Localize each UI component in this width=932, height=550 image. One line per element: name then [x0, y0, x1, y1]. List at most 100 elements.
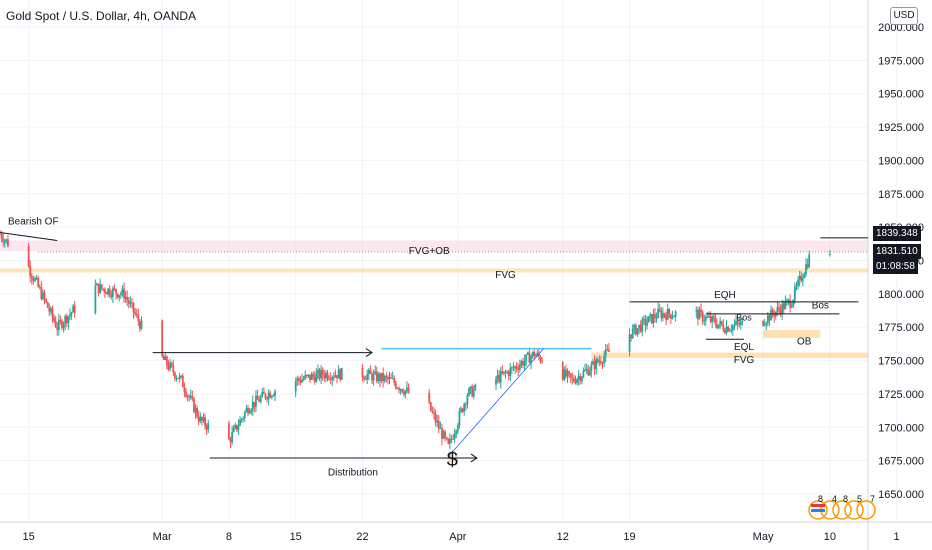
candle-body — [798, 275, 801, 280]
candle-body — [242, 417, 245, 419]
x-tick-label: 12 — [557, 531, 569, 543]
annotation-eqh: EQH — [714, 290, 736, 301]
candle-body — [177, 378, 179, 380]
candle-body — [70, 312, 73, 315]
candle-body — [600, 361, 602, 364]
candle-body — [297, 378, 300, 381]
candle-body — [51, 308, 54, 318]
candle-body — [99, 284, 102, 293]
candle-body — [647, 316, 650, 323]
candle-body — [741, 320, 744, 323]
candle-body — [390, 377, 392, 379]
candle-body — [320, 369, 323, 379]
candle-body — [660, 310, 663, 319]
candle-body — [634, 324, 637, 335]
candle-body — [131, 302, 133, 304]
candle-body — [763, 324, 766, 326]
candle-body — [571, 377, 574, 379]
candle-body — [472, 389, 475, 397]
candle-body — [569, 373, 572, 378]
candle-body — [310, 374, 313, 380]
candle-body — [433, 412, 435, 414]
candle-body — [698, 309, 701, 320]
y-tick-label: 1700.000 — [878, 422, 924, 434]
candle-body — [541, 361, 544, 363]
candle-body — [725, 326, 728, 333]
candle-body — [805, 264, 807, 275]
candle-body — [662, 313, 664, 319]
fvg-lower-zone — [591, 352, 868, 358]
candle-body — [166, 356, 168, 366]
currency-button[interactable]: USD — [890, 7, 918, 25]
candle-body — [132, 302, 135, 313]
candle-body — [304, 374, 307, 379]
candle-body — [116, 293, 119, 298]
candle-body — [733, 324, 736, 326]
candle-body — [638, 324, 640, 329]
candle-body — [127, 300, 130, 304]
candle-body — [536, 352, 539, 356]
candle-body — [776, 307, 779, 312]
candle-body — [601, 363, 604, 365]
candle-body — [460, 408, 462, 412]
candle-body — [309, 374, 311, 380]
candle-body — [630, 334, 633, 338]
candle-body — [447, 438, 450, 444]
candle-body — [140, 320, 143, 329]
candle-body — [654, 313, 656, 318]
candle-body — [607, 349, 610, 352]
candle-body — [110, 295, 113, 297]
candle-body — [792, 299, 795, 307]
candle-body — [509, 368, 512, 377]
candle-body — [808, 254, 811, 268]
candle-body — [65, 316, 68, 324]
y-tick-label: 1775.000 — [878, 322, 924, 334]
bearish-of-line — [0, 231, 58, 241]
candle-body — [789, 299, 792, 308]
candle-body — [496, 374, 499, 379]
candle-body — [452, 438, 454, 440]
candle-body — [501, 371, 504, 374]
candle-body — [45, 299, 48, 303]
annotation-eql: EQL — [734, 342, 754, 353]
candle-body — [207, 423, 210, 430]
candle-body — [328, 378, 330, 380]
candle-body — [258, 399, 261, 402]
candle-body — [445, 437, 448, 439]
candle-body — [228, 423, 230, 440]
candle-body — [269, 392, 272, 398]
candle-body — [379, 374, 381, 381]
candle-body — [668, 308, 671, 315]
candle-body — [566, 371, 569, 377]
candle-body — [720, 321, 723, 325]
candle-body — [717, 324, 720, 328]
x-tick-label: 10 — [824, 531, 836, 543]
candle-body — [121, 288, 124, 294]
x-tick-label: 15 — [290, 531, 302, 543]
candle-body — [738, 323, 741, 326]
event-badges[interactable]: 8 4 8 5 7 — [806, 492, 880, 522]
candle-body — [735, 321, 737, 325]
candle-body — [455, 431, 458, 434]
candle-body — [64, 316, 67, 324]
candle-body — [525, 354, 528, 361]
fvg-ob-zone — [0, 240, 868, 252]
candle-body — [663, 313, 666, 316]
y-tick-label: 2000.000 — [878, 22, 924, 34]
candle-body — [361, 367, 364, 378]
candle-body — [444, 431, 447, 438]
candle-body — [665, 315, 668, 320]
annotation-bos-right: Bos — [812, 301, 829, 312]
candle-body — [253, 401, 256, 407]
candle-body — [62, 323, 65, 328]
candle-body — [108, 288, 111, 296]
candle-body — [299, 380, 302, 383]
candle-body — [596, 359, 599, 363]
candle-body — [251, 401, 254, 410]
y-tick-label: 1750.000 — [878, 356, 924, 368]
x-tick-label: Apr — [449, 531, 466, 543]
candle-body — [401, 389, 404, 393]
y-tick-label: 1950.000 — [878, 89, 924, 101]
